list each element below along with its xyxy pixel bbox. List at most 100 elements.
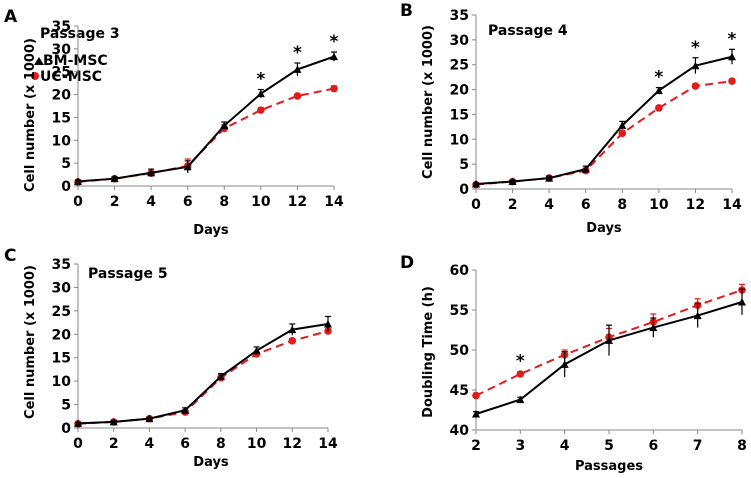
panel-d: D Doubling Time (h) Passages 40455055602…: [400, 253, 747, 474]
legend-uc-label: UC-MSC: [40, 69, 102, 85]
y-tick-label: 15: [52, 351, 71, 367]
x-tick-label: 4: [544, 197, 554, 213]
x-tick-label: 0: [471, 197, 481, 213]
y-tick-label: 25: [52, 65, 71, 81]
data-point-uc: [618, 129, 627, 138]
panel-a: A Passage 3 BM-MSC UC-MSC Cell number (x…: [4, 7, 344, 238]
x-tick-label: 0: [73, 194, 83, 210]
series-line-uc: [475, 80, 733, 186]
x-tick-label: 12: [288, 194, 307, 210]
x-tick-label: 2: [471, 438, 481, 454]
data-point-bm: [145, 414, 154, 423]
y-tick-label: 50: [450, 343, 470, 359]
y-tick-label: 35: [52, 257, 71, 273]
data-point-bm: [220, 121, 229, 130]
data-point-bm: [74, 419, 82, 427]
data-point-uc: [293, 92, 302, 100]
panel-b-title: Passage 4: [488, 23, 568, 39]
x-tick-label: 10: [649, 197, 669, 213]
data-point-bm: [560, 360, 569, 368]
x-tick-label: 2: [109, 436, 119, 452]
significance-star: *: [330, 32, 339, 52]
data-point-bm: [649, 323, 658, 332]
data-point-uc: [691, 82, 700, 90]
panel-c-title: Passage 5: [88, 266, 168, 282]
legend-bm-label: BM-MSC: [43, 53, 108, 69]
data-point-bm: [545, 174, 554, 182]
significance-star: *: [293, 43, 302, 63]
panel-a-ylabel: Cell number (x 1000): [23, 38, 38, 192]
y-tick-label: 5: [459, 157, 469, 173]
legend-uc-marker: [31, 72, 39, 80]
x-tick-label: 7: [693, 438, 703, 454]
y-tick-label: 35: [450, 8, 469, 24]
x-tick-label: 6: [581, 197, 591, 213]
x-tick-label: 12: [283, 436, 302, 452]
y-tick-label: 5: [61, 398, 71, 414]
x-tick-label: 6: [180, 436, 190, 452]
significance-star: *: [256, 70, 265, 90]
data-point-uc: [728, 77, 736, 85]
panel-b-xlabel: Days: [586, 221, 622, 236]
y-tick-label: 25: [450, 58, 469, 74]
y-tick-label: 5: [61, 156, 71, 172]
x-tick-label: 3: [515, 438, 525, 454]
data-point-bm: [147, 168, 156, 177]
y-tick-label: 0: [61, 421, 71, 437]
y-tick-label: 10: [52, 374, 72, 390]
x-tick-label: 14: [324, 194, 344, 210]
data-point-uc: [288, 337, 297, 345]
x-tick-label: 6: [648, 438, 658, 454]
panel-letter-a: A: [4, 7, 18, 27]
legend-bm-marker: [34, 57, 44, 65]
data-point-uc: [655, 104, 663, 112]
x-tick-label: 4: [146, 194, 156, 210]
y-tick-label: 20: [450, 83, 470, 99]
panel-d-ylabel: Doubling Time (h): [421, 286, 436, 418]
data-point-uc: [330, 84, 338, 93]
data-point-bm: [693, 311, 702, 320]
y-tick-label: 15: [450, 107, 469, 123]
series-line-uc: [77, 87, 335, 183]
data-point-bm: [472, 410, 480, 418]
panel-a-title: Passage 3: [40, 26, 120, 42]
y-tick-label: 45: [450, 383, 469, 399]
significance-star: *: [516, 352, 525, 372]
data-point-bm: [605, 336, 613, 344]
y-tick-label: 20: [52, 327, 72, 343]
data-point-bm: [183, 162, 192, 171]
data-point-bm: [508, 177, 517, 186]
y-tick-label: 10: [52, 133, 72, 149]
data-point-bm: [74, 177, 82, 185]
x-tick-label: 6: [183, 194, 193, 210]
data-point-bm: [472, 180, 480, 188]
data-point-bm: [109, 417, 118, 426]
y-tick-label: 30: [52, 280, 72, 296]
y-tick-label: 0: [459, 182, 469, 198]
x-tick-label: 12: [686, 197, 705, 213]
data-point-bm: [181, 406, 190, 414]
data-point-bm: [581, 165, 590, 173]
legend: BM-MSC UC-MSC: [31, 53, 108, 85]
data-point-uc: [257, 106, 265, 114]
series-line-bm: [475, 55, 733, 186]
y-tick-label: 25: [52, 304, 71, 320]
panel-letter-d: D: [400, 253, 414, 273]
y-tick-label: 20: [52, 88, 72, 104]
data-point-bm: [252, 346, 261, 355]
x-tick-label: 8: [617, 197, 627, 213]
x-tick-label: 2: [508, 197, 518, 213]
y-tick-label: 15: [52, 110, 71, 126]
panel-letter-b: B: [400, 1, 413, 21]
y-tick-label: 40: [450, 423, 470, 439]
x-tick-label: 8: [219, 194, 229, 210]
x-tick-label: 14: [722, 197, 742, 213]
data-point-bm: [516, 395, 525, 404]
y-tick-label: 55: [450, 303, 469, 319]
panel-c-ylabel: Cell number (x 1000): [23, 265, 38, 419]
significance-star: *: [654, 68, 663, 88]
x-tick-label: 10: [247, 436, 267, 452]
panel-a-xlabel: Days: [193, 223, 229, 238]
x-tick-label: 0: [73, 436, 83, 452]
data-point-bm: [654, 86, 663, 95]
